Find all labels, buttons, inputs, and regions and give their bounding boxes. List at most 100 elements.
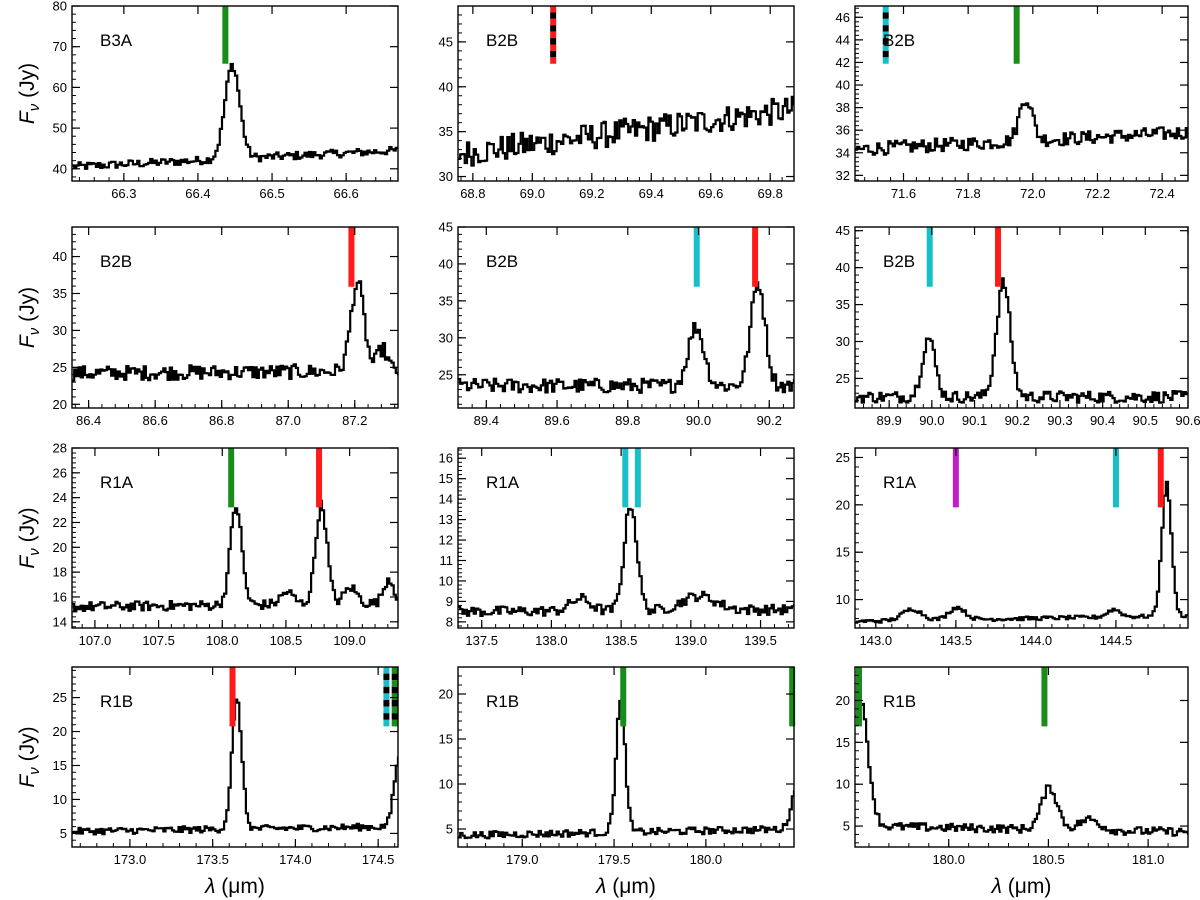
y-tick-label: 20 (439, 687, 453, 702)
x-tick-label: 66.5 (259, 186, 284, 201)
y-tick-label: 40 (53, 161, 67, 176)
y-tick-label: 20 (53, 540, 67, 555)
x-tick-label: 173.0 (114, 852, 147, 867)
y-tick-label: 35 (836, 297, 850, 312)
y-tick-label: 16 (439, 451, 453, 466)
x-tick-label: 90.2 (1005, 413, 1030, 428)
y-tick-label: 34 (836, 145, 850, 160)
x-tick-label: 179.0 (506, 852, 539, 867)
x-tick-label: 144.5 (1100, 633, 1133, 648)
y-tick-label: 22 (53, 515, 67, 530)
panel-frame (71, 5, 399, 182)
y-tick-label: 35 (439, 293, 453, 308)
spectrum-line (458, 281, 794, 394)
y-tick-label: 30 (53, 323, 67, 338)
y-tick-label: 25 (439, 367, 453, 382)
band-label: R1A (883, 473, 917, 492)
spectrum-panel: 137.5 138.0 138.5 139.0 139.5 8 9 10 11 12 13 14 15 1… (439, 447, 795, 648)
y-tick-label: 5 (446, 822, 453, 837)
y-tick-label: 40 (53, 249, 67, 264)
spectrum-line (855, 102, 1188, 156)
y-tick-label: 14 (53, 614, 67, 629)
band-label: B3A (100, 31, 133, 50)
band-label: B2B (883, 252, 915, 271)
spectrum-panel: 180.0 180.5 181.0 5 10 15 20 R1B (836, 666, 1189, 867)
y-tick-label: 45 (439, 34, 453, 49)
y-tick-label: 40 (439, 256, 453, 271)
x-axis-title: λ (μm) (991, 875, 1052, 898)
x-tick-label: 89.4 (474, 413, 499, 428)
y-tick-label: 15 (53, 758, 67, 773)
y-tick-label: 15 (836, 545, 850, 560)
y-tick-label: 10 (836, 592, 850, 607)
band-label: B2B (486, 252, 518, 271)
x-tick-label: 69.6 (698, 186, 723, 201)
x-tick-label: 179.5 (598, 852, 631, 867)
x-tick-label: 137.5 (465, 633, 498, 648)
y-tick-label: 18 (53, 565, 67, 580)
y-tick-label: 24 (53, 490, 67, 505)
y-tick-label: 10 (836, 777, 850, 792)
x-tick-label: 86.8 (209, 413, 234, 428)
y-tick-label: 10 (439, 573, 453, 588)
spectrum-line (458, 507, 794, 617)
x-tick-label: 90.5 (1133, 413, 1158, 428)
y-tick-label: 15 (836, 735, 850, 750)
y-tick-label: 35 (439, 124, 453, 139)
y-tick-label: 15 (439, 471, 453, 486)
panel-frame (457, 5, 795, 182)
spectrum-panel: 86.4 86.6 86.8 87.0 87.2 20 25 30 35 40 B2B (53, 226, 399, 428)
y-tick-label: 20 (53, 397, 67, 412)
y-tick-label: 16 (53, 589, 67, 604)
y-axis-title: Fν (Jy) (16, 726, 43, 787)
x-tick-label: 107.0 (79, 633, 112, 648)
spectrum-panel: 179.0 179.5 180.0 5 10 15 20 R1B (439, 666, 796, 867)
y-tick-label: 30 (836, 334, 850, 349)
x-tick-label: 69.4 (639, 186, 664, 201)
x-tick-label: 71.8 (955, 186, 980, 201)
y-axis-title: Fν (Jy) (16, 63, 43, 124)
y-tick-label: 14 (439, 492, 453, 507)
y-tick-label: 20 (53, 724, 67, 739)
x-tick-label: 90.0 (686, 413, 711, 428)
panel-grid: 66.3 66.4 66.5 66.6 40 50 60 70 80 B3A 68.8 69.0 69.… (53, 0, 1200, 867)
spectrum-panel: 68.8 69.0 69.2 69.4 69.6 69.8 30 35 40 45 B2B (439, 5, 795, 201)
y-tick-label: 5 (843, 819, 850, 834)
y-tick-label: 13 (439, 512, 453, 527)
x-tick-label: 69.8 (758, 186, 783, 201)
x-tick-label: 174.5 (362, 852, 395, 867)
spectrum-line (72, 280, 398, 382)
spectrum-panel: 66.3 66.4 66.5 66.6 40 50 60 70 80 B3A (53, 0, 399, 201)
x-tick-label: 174.0 (279, 852, 312, 867)
spectrum-panel: 89.4 89.6 89.8 90.0 90.2 25 30 35 40 45 B2B (439, 220, 795, 428)
y-tick-label: 50 (53, 121, 67, 136)
y-tick-label: 15 (439, 732, 453, 747)
x-tick-label: 90.3 (1047, 413, 1072, 428)
band-label: R1B (486, 692, 519, 711)
x-tick-label: 68.8 (460, 186, 485, 201)
x-tick-label: 86.4 (76, 413, 101, 428)
y-tick-label: 35 (53, 286, 67, 301)
x-tick-label: 109.0 (333, 633, 366, 648)
axis-titles: Fν (Jy) Fν (Jy) Fν (Jy) Fν (Jy) λ (μm) λ (μm)… (16, 63, 1051, 898)
y-tick-label: 46 (836, 10, 850, 25)
spectrum-line (855, 277, 1188, 404)
y-tick-label: 20 (836, 693, 850, 708)
x-tick-label: 143.0 (860, 633, 893, 648)
band-label: B2B (100, 252, 132, 271)
x-tick-label: 144.0 (1020, 633, 1053, 648)
x-tick-label: 138.0 (535, 633, 568, 648)
y-tick-label: 42 (836, 55, 850, 70)
band-label: B2B (883, 31, 915, 50)
y-tick-label: 40 (836, 260, 850, 275)
x-tick-label: 181.0 (1132, 852, 1165, 867)
x-tick-label: 89.6 (544, 413, 569, 428)
y-tick-label: 9 (446, 594, 453, 609)
spectrum-panel: 107.0 107.5 108.0 108.5 109.0 14 16 18 20 22 24 26 2… (53, 441, 399, 648)
band-label: R1A (486, 473, 520, 492)
y-tick-label: 25 (836, 450, 850, 465)
x-tick-label: 72.2 (1085, 186, 1110, 201)
x-tick-label: 90.6 (1175, 413, 1200, 428)
y-tick-label: 38 (836, 100, 850, 115)
x-tick-label: 180.0 (690, 852, 723, 867)
